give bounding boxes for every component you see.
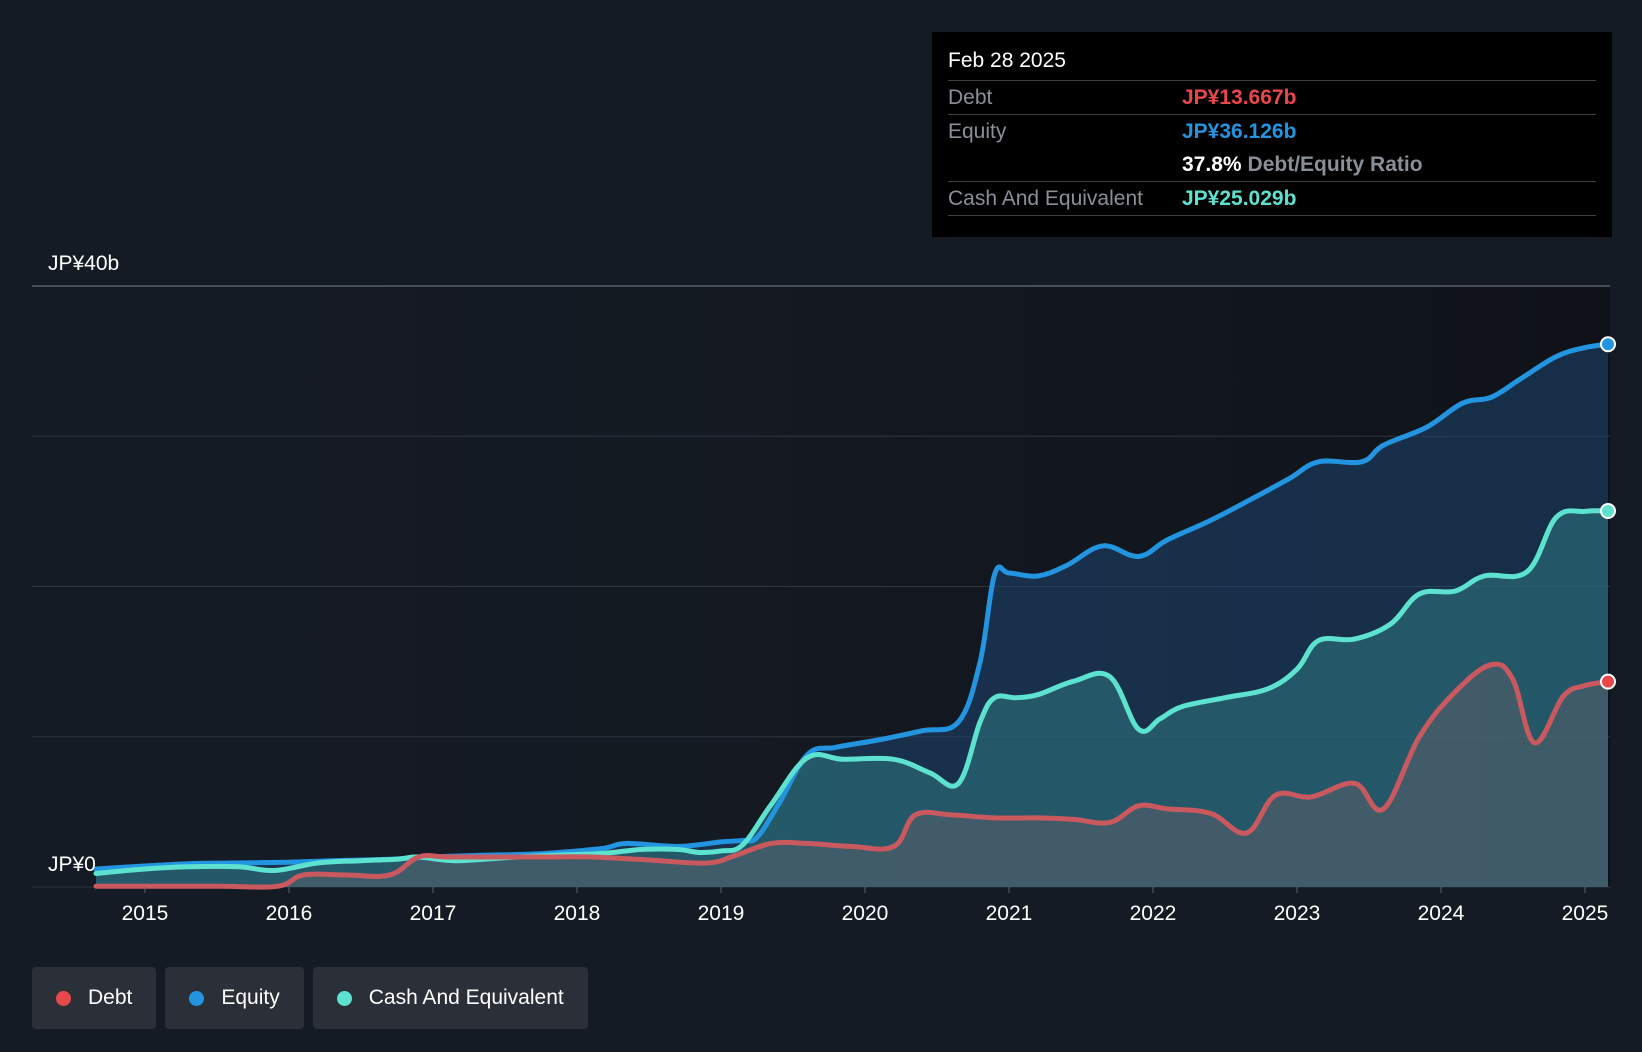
x-tick-label: 2021 [986, 902, 1033, 925]
cash-dot-icon [336, 990, 352, 1006]
tooltip-cash-value: JP¥25.029b [1182, 186, 1297, 210]
x-tick-label: 2023 [1274, 902, 1321, 925]
legend-item-cash[interactable]: Cash And Equivalent [312, 967, 588, 1029]
tooltip-panel: Feb 28 2025 Debt JP¥13.667b Equity JP¥36… [932, 32, 1612, 237]
legend-item-equity[interactable]: Equity [165, 967, 304, 1029]
tooltip-debt-value: JP¥13.667b [1182, 85, 1297, 109]
x-tick-label: 2018 [554, 902, 601, 925]
tooltip-debt-row: Debt JP¥13.667b [948, 80, 1596, 114]
tooltip-cash-label: Cash And Equivalent [948, 186, 1143, 210]
series-end-markers [1600, 336, 1616, 690]
series-areas [96, 344, 1608, 888]
equity-dot-icon [189, 990, 205, 1006]
tooltip-equity-row: Equity JP¥36.126b [948, 114, 1596, 148]
y-axis-zero-label: JP¥0 [48, 853, 96, 876]
tooltip-debt-label: Debt [948, 85, 993, 109]
y-axis-max-label: JP¥40b [48, 252, 119, 275]
legend-equity-label: Equity [221, 986, 280, 1009]
chart-legend: Debt Equity Cash And Equivalent [32, 967, 588, 1029]
debt-end-marker[interactable] [1600, 673, 1616, 690]
legend-item-debt[interactable]: Debt [32, 967, 157, 1029]
x-tick-label: 2017 [410, 902, 457, 925]
tooltip-cash-row: Cash And Equivalent JP¥25.029b [948, 181, 1596, 216]
x-tick-label: 2015 [122, 902, 169, 925]
cash-and-equivalent-end-marker[interactable] [1600, 502, 1616, 519]
legend-debt-label: Debt [88, 986, 133, 1009]
x-tick-label: 2020 [842, 902, 889, 925]
tooltip-date: Feb 28 2025 [948, 49, 1066, 72]
series-lines [93, 341, 1611, 890]
x-tick-label: 2024 [1418, 902, 1465, 925]
debt-area [96, 664, 1608, 888]
cash-and-equivalent-area [96, 510, 1608, 887]
tooltip-equity-value: JP¥36.126b [1182, 119, 1297, 143]
debt-dot-icon [56, 990, 71, 1006]
debt-line [93, 661, 1611, 890]
legend-cash-label: Cash And Equivalent [368, 986, 564, 1009]
x-axis-ticks: 2015 2016 2017 2018 2019 2020 2021 2022 2023 2024… [122, 887, 1609, 925]
x-tick-label: 2025 [1562, 902, 1609, 925]
x-tick-label: 2022 [1130, 902, 1177, 925]
x-tick-label: 2019 [698, 902, 745, 925]
tooltip-ratio-row: 37.8% Debt/Equity Ratio [948, 148, 1596, 181]
tooltip-ratio-value: 37.8% [1182, 152, 1242, 176]
cash-and-equivalent-line [93, 508, 1611, 876]
x-tick-label: 2016 [266, 902, 313, 925]
tooltip-ratio-label: Debt/Equity Ratio [1247, 152, 1423, 176]
equity-end-marker[interactable] [1600, 336, 1616, 353]
tooltip-equity-label: Equity [948, 119, 1007, 143]
